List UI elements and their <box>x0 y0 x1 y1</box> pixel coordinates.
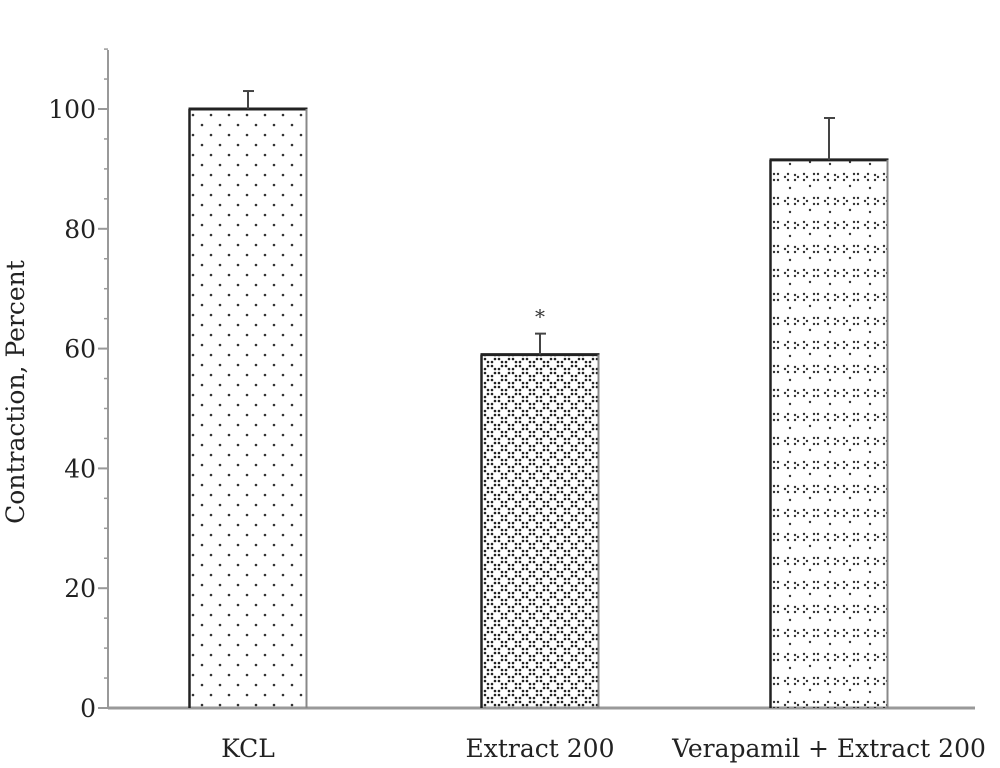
y-tick-label: 80 <box>64 215 96 244</box>
annotations: * <box>535 305 545 329</box>
y-tick-label: 40 <box>64 454 96 483</box>
x-category-label: Extract 200 <box>466 734 615 763</box>
x-category-labels: KCL Extract 200 Verapamil + Extract 200 <box>221 734 986 763</box>
error-bars <box>243 90 835 355</box>
y-major-ticks <box>98 108 108 709</box>
y-tick-label: 20 <box>64 574 96 603</box>
bar-3 <box>770 159 888 709</box>
x-category-label: KCL <box>221 734 275 763</box>
y-tick-label: 60 <box>64 335 96 364</box>
y-tick-label: 100 <box>48 95 96 124</box>
x-category-label: Verapamil + Extract 200 <box>671 734 986 763</box>
significance-marker: * <box>535 305 545 329</box>
bar-2 <box>481 354 599 708</box>
bar-1 <box>189 109 307 708</box>
bars <box>188 107 889 709</box>
y-tick-label: 0 <box>80 694 96 723</box>
y-axis-title: Contraction, Percent <box>1 260 30 524</box>
y-tick-labels: 0 20 40 60 80 100 <box>48 95 96 723</box>
